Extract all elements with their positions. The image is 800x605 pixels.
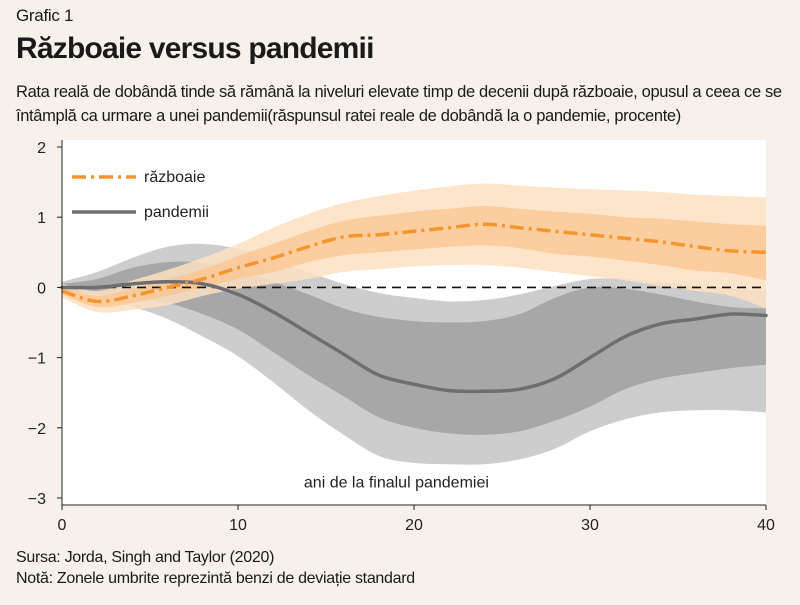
pandemii-band-inner [62, 261, 766, 435]
y-tick-label: −3 [28, 491, 46, 508]
razboaie-line [61, 222, 767, 304]
y-tick-label: −2 [28, 421, 46, 438]
x-axis-label: ani de la finalul pandemiei [304, 474, 489, 491]
legend-pandemii-label: pandemii [144, 204, 209, 221]
figure-label: Grafic 1 [16, 6, 74, 25]
x-tick-label: 40 [757, 517, 775, 534]
y-tick-label: 0 [37, 280, 46, 297]
chart-subtitle: Rata reală de dobândă tinde să rămână la… [16, 83, 782, 125]
source-notes: Sursa: Jorda, Singh and Taylor (2020) No… [16, 547, 415, 589]
y-tick-label: 2 [37, 140, 46, 157]
x-tick-label: 10 [229, 517, 247, 534]
pandemii-line [60, 280, 768, 394]
x-tick-label: 20 [405, 517, 423, 534]
chart-container: 2 1 0 −1 −2 −3 0 10 20 30 40 ani de la finalul pand… [14, 140, 794, 540]
chart-title: Războaie versus pandemii [16, 32, 374, 65]
x-tick-label: 30 [581, 517, 599, 534]
legend-razboaie-label: războaie [144, 169, 205, 186]
x-tick-label: 0 [58, 517, 67, 534]
razboaie-band-inner [62, 205, 766, 308]
y-tick-label: −1 [28, 351, 46, 368]
source-text: Sursa: Jorda, Singh and Taylor (2020) [16, 549, 275, 566]
note-text: Notă: Zonele umbrite reprezintă benzi de… [16, 570, 415, 587]
y-tick-label: 1 [37, 210, 46, 227]
